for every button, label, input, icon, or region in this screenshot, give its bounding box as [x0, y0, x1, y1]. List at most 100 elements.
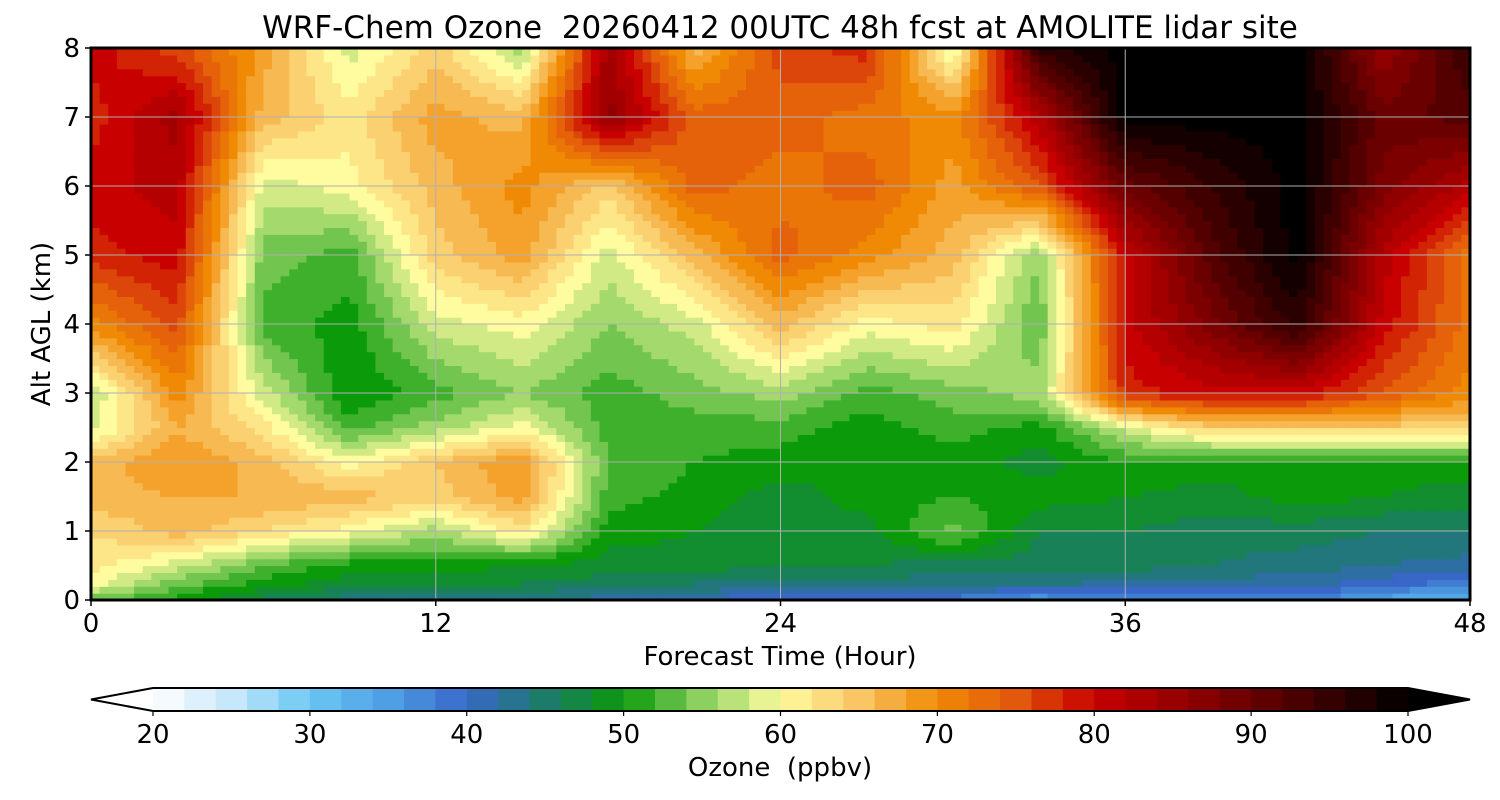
heatmap-cell [944, 593, 954, 600]
heatmap-cell [1444, 558, 1454, 567]
heatmap-cell [1254, 572, 1264, 580]
heatmap-cell [151, 496, 161, 504]
heatmap-cell [151, 558, 161, 567]
heatmap-cell [1168, 441, 1178, 449]
heatmap-cell [332, 441, 342, 449]
heatmap-cell [1151, 524, 1161, 532]
heatmap-cell [366, 510, 377, 518]
heatmap-cell [771, 406, 782, 415]
heatmap-cell [1280, 475, 1290, 484]
heatmap-cell [1082, 517, 1092, 525]
heatmap-cell [1159, 413, 1169, 422]
heatmap-cell [358, 406, 368, 415]
heatmap-cell [1375, 393, 1385, 401]
heatmap-cell [108, 475, 118, 484]
heatmap-cell [392, 427, 402, 435]
heatmap-cell [711, 572, 721, 580]
heatmap-cell [409, 503, 420, 511]
heatmap-cell [91, 537, 101, 546]
heatmap-cell [1168, 413, 1178, 422]
heatmap-cell [1202, 475, 1213, 484]
heatmap-cell [159, 496, 170, 504]
heatmap-cell [1047, 551, 1057, 560]
heatmap-cell [1159, 537, 1169, 546]
heatmap-cell [306, 531, 316, 539]
heatmap-cell [995, 524, 1006, 532]
heatmap-cell [297, 489, 308, 498]
heatmap-cell [315, 420, 325, 429]
heatmap-cell [418, 413, 428, 422]
heatmap-cell [1340, 420, 1350, 429]
heatmap-cell [573, 475, 583, 484]
heatmap-cell [1220, 468, 1230, 477]
heatmap-cell [151, 455, 161, 463]
heatmap-cell [728, 558, 739, 567]
heatmap-cell [409, 489, 420, 498]
heatmap-cell [1452, 593, 1462, 600]
heatmap-cell [909, 427, 919, 435]
heatmap-cell [1254, 544, 1264, 553]
heatmap-cell [1090, 517, 1100, 525]
heatmap-cell [633, 572, 644, 580]
heatmap-cell [177, 572, 187, 580]
heatmap-cell [1030, 393, 1040, 401]
heatmap-cell [1099, 551, 1109, 560]
heatmap-cell [720, 544, 730, 553]
heatmap-cell [659, 510, 670, 518]
heatmap-cell [444, 593, 454, 600]
heatmap-cell [1254, 517, 1264, 525]
heatmap-cell [1047, 524, 1057, 532]
heatmap-cell [1306, 462, 1316, 470]
heatmap-cell [1194, 386, 1204, 394]
heatmap-cell [633, 579, 644, 587]
heatmap-cell [720, 537, 730, 546]
heatmap-cell [1237, 496, 1247, 504]
heatmap-cell [1444, 462, 1454, 470]
heatmap-cell [1375, 468, 1385, 477]
heatmap-cell [918, 496, 928, 504]
heatmap-cell [280, 579, 290, 587]
heatmap-cell [685, 572, 695, 580]
heatmap-cell [99, 579, 109, 587]
heatmap-cell [1392, 593, 1402, 600]
heatmap-cell [892, 586, 902, 594]
heatmap-cell [194, 503, 204, 511]
heatmap-cell [435, 413, 445, 422]
heatmap-cell [340, 593, 351, 600]
heatmap-cell [754, 524, 764, 532]
heatmap-cell [384, 434, 394, 442]
heatmap-cell [1435, 420, 1445, 429]
heatmap-cell [1030, 441, 1040, 449]
heatmap-cell [159, 565, 170, 573]
heatmap-cell [702, 406, 713, 415]
heatmap-cell [246, 531, 256, 539]
heatmap-cell [1116, 434, 1126, 442]
heatmap-cell [1418, 462, 1428, 470]
heatmap-cell [1280, 406, 1290, 415]
heatmap-cell [159, 413, 170, 422]
heatmap-cell [470, 565, 480, 573]
heatmap-cell [970, 427, 980, 435]
heatmap-cell [1280, 427, 1290, 435]
heatmap-cell [970, 503, 980, 511]
heatmap-cell [487, 537, 497, 546]
heatmap-cell [1073, 531, 1083, 539]
heatmap-cell [1271, 551, 1281, 560]
heatmap-cell [832, 586, 842, 594]
heatmap-cell [1357, 579, 1368, 587]
heatmap-cell [289, 489, 299, 498]
heatmap-cell [1220, 434, 1230, 442]
heatmap-cell [159, 427, 170, 435]
heatmap-cell [271, 406, 282, 415]
heatmap-cell [1220, 420, 1230, 429]
heatmap-cell [108, 593, 118, 600]
heatmap-cell [254, 386, 264, 394]
heatmap-cell [1133, 420, 1144, 429]
heatmap-cell [1349, 386, 1359, 394]
heatmap-cell [177, 524, 187, 532]
heatmap-cell [1047, 565, 1057, 573]
heatmap-cell [1332, 413, 1342, 422]
heatmap-cell [556, 517, 566, 525]
heatmap-cell [1073, 572, 1083, 580]
heatmap-cell [1090, 462, 1100, 470]
